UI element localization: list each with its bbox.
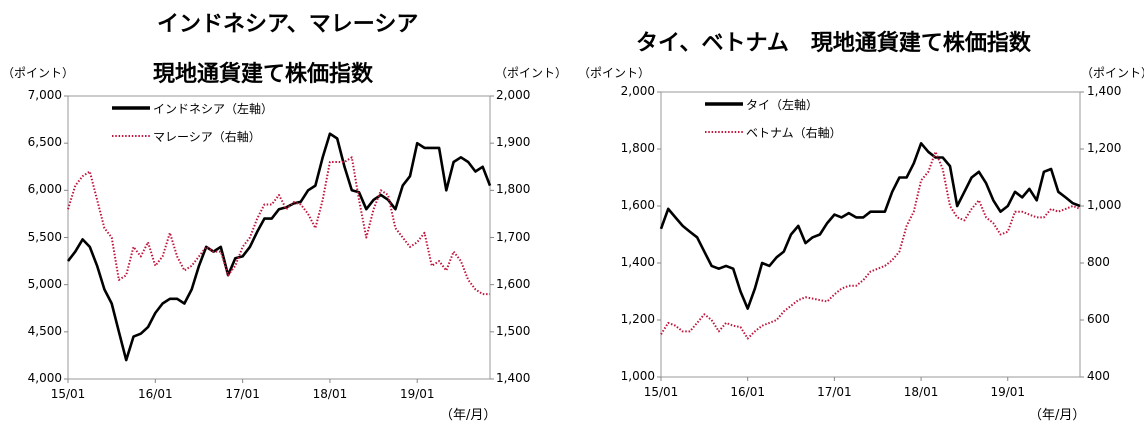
- chart-title-line-2: 現地通貨建て株価指数: [153, 62, 374, 87]
- right-axis-tick-label: 1,600: [496, 276, 531, 291]
- plot-area-frame: [660, 91, 1081, 378]
- series-line-right-axis: [67, 156, 490, 296]
- chart-title-line-1: インドネシア、マレーシア: [157, 12, 419, 37]
- left-axis-tick-label: 1,000: [620, 369, 655, 383]
- right-axis-tick-label: 2,000: [496, 88, 531, 102]
- series-line-left-axis: [66, 132, 492, 362]
- left-axis-tick-label: 1,200: [620, 312, 655, 326]
- right-axis-tick-label: 1,400: [496, 371, 531, 385]
- right-axis-tick-label: 1,200: [1087, 141, 1122, 155]
- chart-indonesia-malaysia: インドネシア、マレーシア 現地通貨建て株価指数 （ポイント） （ポイント） （年…: [2, 12, 568, 423]
- left-axis-tick-label: 1,800: [620, 141, 655, 155]
- right-axis-unit: （ポイント）: [1081, 66, 1144, 80]
- left-axis-tick-label: 2,000: [620, 84, 655, 98]
- left-axis-tick-label: 6,500: [27, 135, 62, 150]
- right-axis-tick-label: 800: [1087, 255, 1110, 269]
- left-axis-tick-label: 5,500: [27, 229, 62, 244]
- left-axis-tick-label: 6,000: [27, 182, 62, 197]
- x-axis-tick-label: 18/01: [312, 387, 348, 401]
- right-axis-tick-label: 1,500: [496, 323, 531, 338]
- x-axis-tick-label: 16/01: [138, 387, 173, 401]
- x-axis-tick-label: 18/01: [903, 385, 939, 399]
- legend-label: マレーシア（右軸）: [153, 130, 261, 144]
- right-axis-unit: （ポイント）: [495, 66, 568, 80]
- right-axis-tick-label: 400: [1087, 369, 1110, 383]
- right-axis-tick-label: 1,700: [496, 229, 531, 244]
- left-axis-tick-label: 4,500: [27, 323, 62, 338]
- series-line-right-axis: [660, 150, 1081, 340]
- right-axis-tick-label: 1,800: [496, 182, 531, 197]
- left-axis-unit: （ポイント）: [2, 66, 75, 80]
- left-axis-tick-label: 1,400: [620, 255, 655, 269]
- series-line-left-axis: [659, 142, 1081, 310]
- left-axis-tick-label: 7,000: [27, 88, 62, 102]
- x-axis-tick-label: 16/01: [730, 385, 765, 399]
- right-axis-tick-label: 1,400: [1087, 84, 1122, 98]
- chart-thailand-vietnam: タイ、ベトナム 現地通貨建て株価指数 （ポイント） （ポイント） （年/月） 1…: [572, 0, 1144, 429]
- x-axis-tick-label: 15/01: [50, 387, 86, 401]
- chart-title-line-1: タイ、ベトナム 現地通貨建て株価指数: [636, 31, 1031, 56]
- x-axis-tick-label: 17/01: [817, 385, 852, 399]
- x-axis-unit: （年/月）: [440, 408, 497, 423]
- left-axis-tick-label: 1,600: [620, 198, 655, 212]
- left-axis-tick-label: 4,000: [27, 371, 62, 385]
- left-axis-unit: （ポイント）: [578, 66, 651, 80]
- x-axis-tick-label: 19/01: [399, 387, 435, 401]
- chart-plot-svg: [64, 95, 494, 383]
- right-axis-tick-label: 1,000: [1087, 198, 1122, 212]
- right-axis-tick-label: 1,900: [496, 135, 531, 150]
- left-axis-tick-label: 5,000: [27, 276, 62, 291]
- x-axis-tick-label: 15/01: [643, 385, 679, 399]
- legend-label: インドネシア（左軸）: [153, 102, 274, 116]
- plot-area-frame: [67, 95, 491, 380]
- right-axis-tick-label: 600: [1087, 312, 1110, 326]
- x-axis-tick-label: 19/01: [990, 385, 1026, 399]
- legend-label: タイ（左軸）: [746, 98, 819, 112]
- legend-label: ベトナム（右軸）: [746, 126, 842, 140]
- x-axis-unit: （年/月）: [1029, 408, 1086, 423]
- x-axis-tick-label: 17/01: [225, 387, 260, 401]
- chart-plot-svg: [657, 91, 1084, 381]
